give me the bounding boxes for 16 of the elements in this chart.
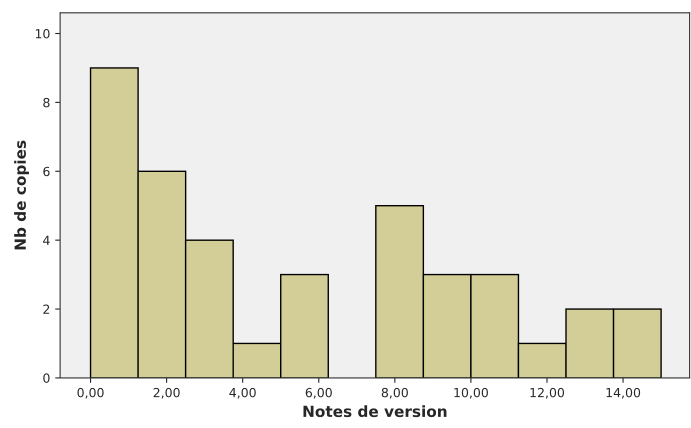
- y-tick-label: 2: [43, 304, 50, 314]
- x-axis-title: Notes de version: [304, 405, 446, 418]
- y-tick-label: 0: [43, 373, 50, 383]
- x-tick-label: 8,00: [382, 388, 408, 399]
- y-tick-label: 6: [43, 166, 50, 176]
- x-tick-label: 10,00: [454, 388, 488, 399]
- y-tick-label: 8: [43, 98, 50, 108]
- x-tick-label: 4,00: [229, 388, 256, 399]
- y-tick-label: 4: [43, 236, 50, 245]
- x-tick-label: 14,00: [606, 388, 640, 399]
- y-tick-label: 10: [36, 28, 50, 38]
- x-tick-label: 0,00: [77, 388, 104, 399]
- x-tick-label: 2,00: [154, 388, 180, 399]
- x-tick-label: 6,00: [306, 388, 332, 399]
- y-axis-title: Nb de copies: [14, 140, 29, 250]
- x-tick-label: 12,00: [530, 388, 564, 399]
